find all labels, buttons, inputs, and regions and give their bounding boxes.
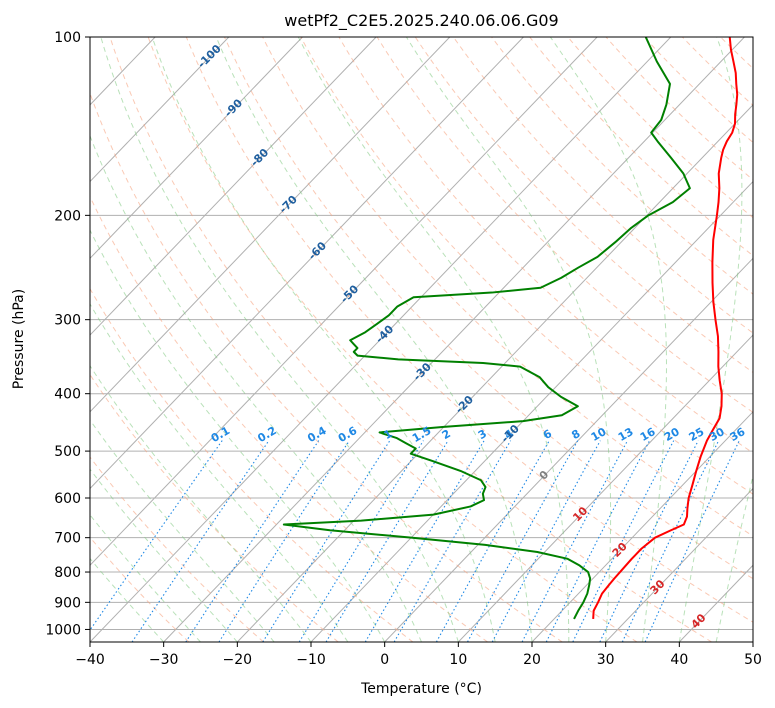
dry-adiabat-line [90,287,414,642]
isotherm-line [90,37,451,413]
dry-adiabat-line [338,37,753,454]
dry-adiabat-line [491,37,753,295]
mixing-ratio-line [572,440,675,642]
y-tick-label: 900 [54,595,81,611]
moist-adiabat-line [100,37,459,642]
mixing-ratio-line [131,440,270,642]
moist-adiabat-line [549,37,667,642]
dry-adiabat-line [300,37,753,495]
moist-adiabat-line [90,557,165,642]
x-tick-layer: −40 −30 −20 −10 0 10 20 30 40 50 [75,642,762,668]
moist-adiabat-line [90,514,201,642]
dry-adiabat-line [529,37,753,257]
y-axis-title: Pressure (hPa) [11,289,27,389]
isotherm-line [90,37,377,336]
y-tick-label: 200 [54,208,81,224]
mixing-ratio-line [644,440,740,642]
chart-title: wetPf2_C2E5.2025.240.06.06.G09 [284,11,558,31]
y-tick-label: 1000 [45,622,81,638]
moist-adiabat-line [90,302,349,642]
isotherm-line [457,334,753,642]
x-tick-label: 30 [597,652,615,668]
dry-adiabat-line [452,37,753,334]
dry-adiabat-line [376,37,753,413]
moist-adiabat-line [90,229,386,642]
dry-adiabat-line [223,37,753,580]
mixing-ratio-line [435,440,550,642]
dry-adiabat-line [90,195,488,642]
y-tick-label: 500 [54,444,81,460]
y-tick-label: 600 [54,491,81,507]
mixing-ratio-line [521,440,629,642]
isotherm-line [90,37,598,566]
mixing-ratio-line [621,440,720,642]
dry-adiabat-line [414,37,753,374]
x-tick-label: 0 [380,652,389,668]
moist-adiabat-line [90,468,238,642]
y-tick-label: 100 [54,30,81,46]
temperature-profile-line [592,37,739,619]
moist-adiabat-line [297,37,570,642]
mixing-ratio-line [599,440,699,642]
moist-adiabat-line [678,37,743,642]
isotherm-line [605,487,753,642]
isotherm-line [384,257,753,642]
moist-adiabat-line [215,37,533,642]
dry-adiabat-line [90,91,563,642]
moist-adiabat-line [90,419,275,642]
isotherm-line [236,104,753,642]
y-tick-label: 400 [54,387,81,403]
isotherm-line [531,411,753,642]
moist-adiabat-line [90,134,422,642]
isotherm-line [90,37,672,642]
isotherm-line [90,37,524,490]
isotherm-line [90,37,230,183]
dry-adiabat-line [90,536,190,642]
x-tick-label: 40 [670,652,688,668]
mixing-ratio-line [545,440,651,642]
y-tick-layer: 100 200 300 400 500 600 700 800 900 1000 [45,30,90,638]
y-tick-label: 700 [54,531,81,547]
isotherm-line [163,37,745,642]
moist-adiabat-line [405,37,612,642]
x-tick-label: −20 [223,652,253,668]
dewpoint-profile-line [282,37,691,620]
x-axis-title: Temperature (°C) [360,681,482,697]
x-tick-label: 10 [449,652,467,668]
x-tick-label: 20 [523,652,541,668]
dry-adiabat-line [262,37,753,537]
plot-background [90,37,753,642]
plot-frame [89,36,754,643]
mixing-ratio-line [325,440,449,642]
mixing-ratio-line [90,440,223,632]
dry-adiabat-line [567,37,753,219]
x-tick-label: −10 [296,652,326,668]
mixing-ratio-line [185,440,320,642]
x-tick-label: −40 [75,652,105,668]
data-layer [282,37,739,620]
grid-layer [90,37,753,642]
x-tick-label: 50 [744,652,762,668]
y-tick-label: 300 [54,313,81,329]
moist-adiabat-line [151,37,496,642]
dry-adiabat-line [147,37,712,642]
moist-adiabat-line [90,364,312,642]
x-tick-label: −30 [149,652,179,668]
mixing-ratio-line [298,440,424,642]
isotherm-line [90,37,303,260]
dry-adiabat-line [109,37,638,642]
dry-adiabat-line [90,456,264,642]
mixing-ratio-line [364,440,485,642]
y-tick-label: 800 [54,565,81,581]
